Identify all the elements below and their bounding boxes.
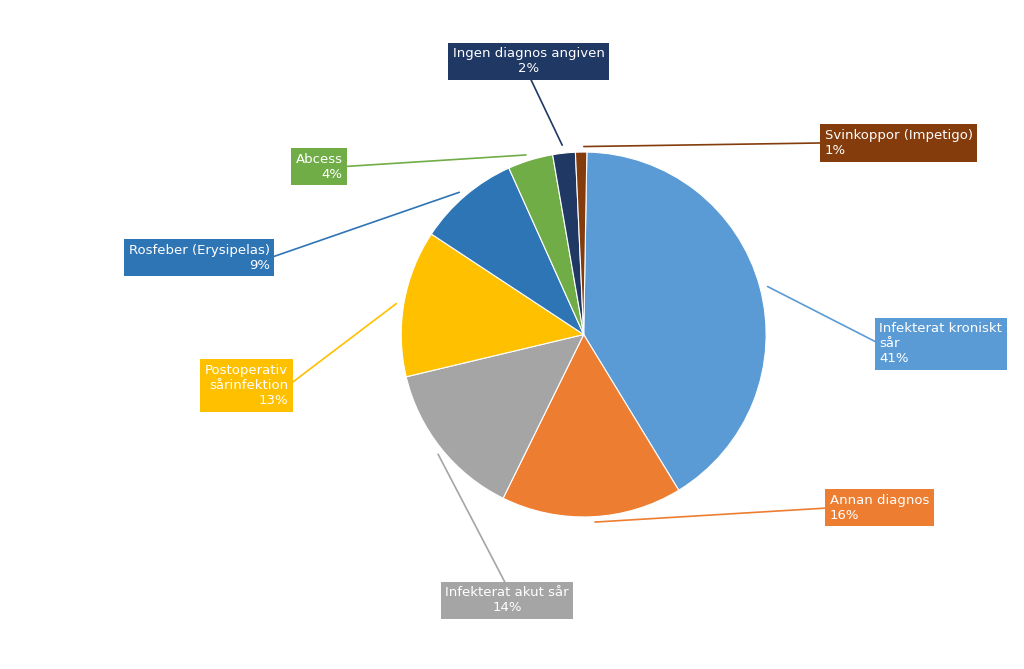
Text: Svinkoppor (Impetigo)
1%: Svinkoppor (Impetigo) 1% — [824, 129, 973, 157]
Wedge shape — [509, 155, 584, 334]
Text: Ingen diagnos angiven
2%: Ingen diagnos angiven 2% — [453, 47, 605, 76]
Wedge shape — [407, 334, 584, 498]
Text: Abcess
4%: Abcess 4% — [296, 153, 343, 181]
Text: Postoperativ
sårinfektion
13%: Postoperativ sårinfektion 13% — [205, 364, 288, 407]
Wedge shape — [553, 153, 584, 334]
Wedge shape — [575, 152, 587, 334]
Wedge shape — [401, 234, 584, 377]
Text: Annan diagnos
16%: Annan diagnos 16% — [830, 494, 930, 522]
Text: Rosfeber (Erysipelas)
9%: Rosfeber (Erysipelas) 9% — [129, 244, 270, 272]
Wedge shape — [431, 168, 584, 334]
Text: Infekterat kroniskt
sår
41%: Infekterat kroniskt sår 41% — [880, 322, 1002, 365]
Wedge shape — [584, 152, 766, 490]
Wedge shape — [503, 334, 679, 517]
Text: Infekterat akut sår
14%: Infekterat akut sår 14% — [445, 586, 569, 614]
